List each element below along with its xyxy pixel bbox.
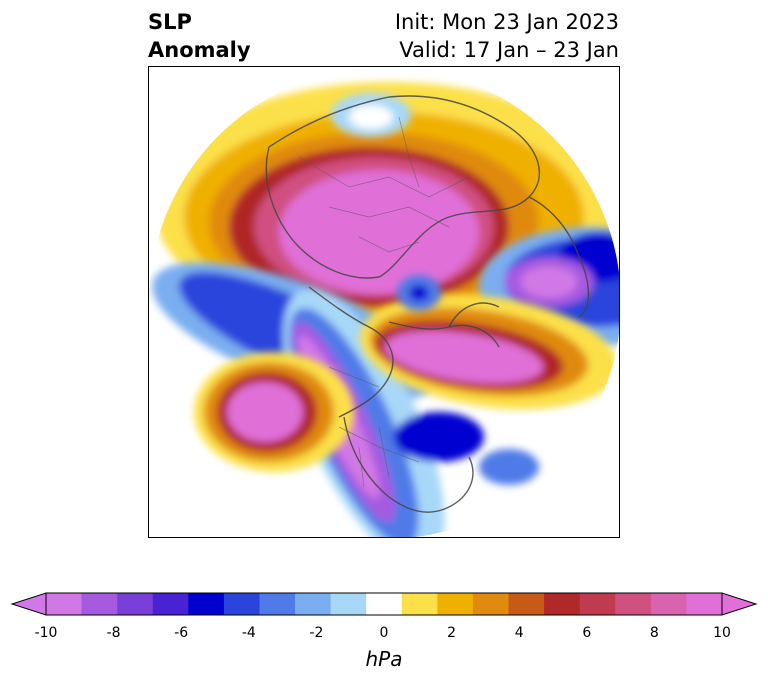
colorbar-tick-label: 10 [713, 625, 731, 641]
country-borders [298, 116, 470, 488]
colorbar-segment [437, 593, 474, 615]
colorbar-segment [223, 593, 260, 615]
map-frame [148, 66, 620, 538]
colorbar-segment [46, 593, 83, 615]
colorbar-segment [188, 593, 225, 615]
colorbar-extend-low [10, 592, 47, 616]
colorbar-tick-label: -4 [241, 625, 256, 641]
colorbar: -10 -8 -6 -4 -2 0 2 4 6 8 10 hPa [0, 585, 768, 684]
positive-anomaly-npacific [194, 352, 354, 472]
anomaly-map [149, 67, 619, 537]
colorbar-extend-high [721, 592, 758, 616]
colorbar-tick-label: 6 [582, 625, 592, 641]
colorbar-tick-label: 4 [514, 625, 524, 641]
colorbar-tick-label: 8 [649, 625, 659, 641]
colorbar-tick-label: -2 [309, 625, 324, 641]
negative-anomaly-pole [397, 275, 441, 311]
colorbar-border [45, 592, 723, 616]
positive-anomaly-natlantic [360, 294, 618, 410]
colorbar-tick-label: -10 [34, 625, 58, 641]
colorbar-segment [650, 593, 687, 615]
colorbar-tick-label: 2 [447, 625, 457, 641]
colorbar-segment [615, 593, 652, 615]
colorbar-segment [295, 593, 332, 615]
title-left: SLP Anomaly [148, 8, 251, 64]
colorbar-segment [508, 593, 545, 615]
title-line-2: Anomaly [148, 38, 251, 62]
colorbar-segment [259, 593, 296, 615]
colorbar-segment [81, 593, 118, 615]
init-date: Init: Mon 23 Jan 2023 [394, 10, 619, 34]
colorbar-tick-label: -6 [174, 625, 189, 641]
colorbar-segment [401, 593, 438, 615]
valid-range: Valid: 17 Jan – 23 Jan [399, 38, 619, 62]
colorbar-segment [152, 593, 189, 615]
negative-anomaly-scandinavia [331, 93, 411, 137]
title-line-1: SLP [148, 10, 192, 34]
colorbar-segment [366, 593, 403, 615]
colorbar-unit-label: hPa [365, 647, 403, 671]
colorbar-tick-label: 0 [379, 625, 389, 641]
colorbar-segment [330, 593, 367, 615]
colorbar-segment [117, 593, 154, 615]
title-right: Init: Mon 23 Jan 2023 Valid: 17 Jan – 23… [395, 8, 619, 64]
colorbar-segment [686, 593, 723, 615]
colorbar-tick-label: -8 [106, 625, 121, 641]
colorbar-segment [472, 593, 510, 615]
colorbar-segment [544, 593, 581, 615]
colorbar-scale [10, 592, 758, 616]
colorbar-segment [579, 593, 616, 615]
